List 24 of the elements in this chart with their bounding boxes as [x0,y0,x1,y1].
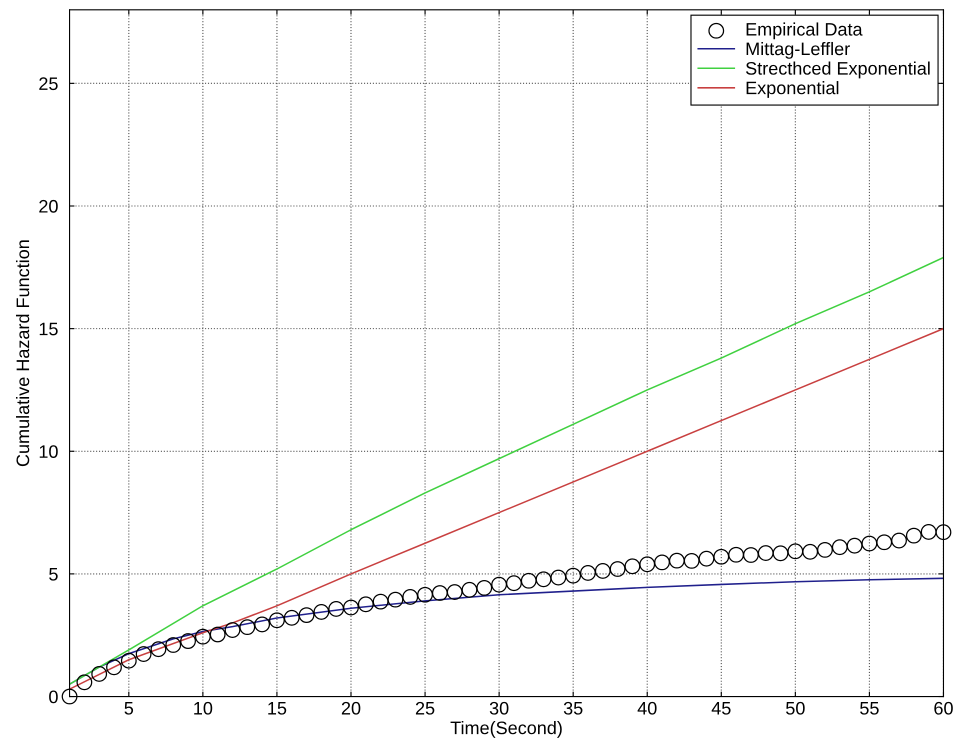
y-tick-label: 5 [49,568,58,581]
x-tick-label: 20 [342,702,360,715]
y-tick-label: 20 [39,200,58,213]
x-tick-label: 15 [268,702,286,715]
x-tick-label: 60 [934,702,953,715]
x-tick-label: 45 [712,702,731,715]
y-tick-label: 10 [40,445,58,458]
y-axis-title: Cumulative Hazard Function [16,240,30,466]
legend-label: Exponential [746,81,838,98]
x-tick-label: 30 [490,702,508,715]
y-tick-label: 0 [49,690,58,704]
y-tick-label: 25 [39,77,58,90]
y-tick-label: 15 [40,322,58,336]
x-tick-label: 5 [124,702,134,715]
legend-label: Empirical Data [746,22,863,40]
legend-label: Mittag-Leffler [746,42,850,59]
x-axis-title: Time(Second) [450,720,562,738]
x-tick-label: 55 [860,702,879,715]
x-tick-label: 25 [416,702,434,715]
x-tick-label: 50 [786,702,805,715]
x-tick-label: 40 [638,702,657,715]
x-tick-label: 35 [564,702,582,715]
legend-label: Strecthced Exponential [746,62,930,78]
x-tick-label: 10 [194,702,212,715]
